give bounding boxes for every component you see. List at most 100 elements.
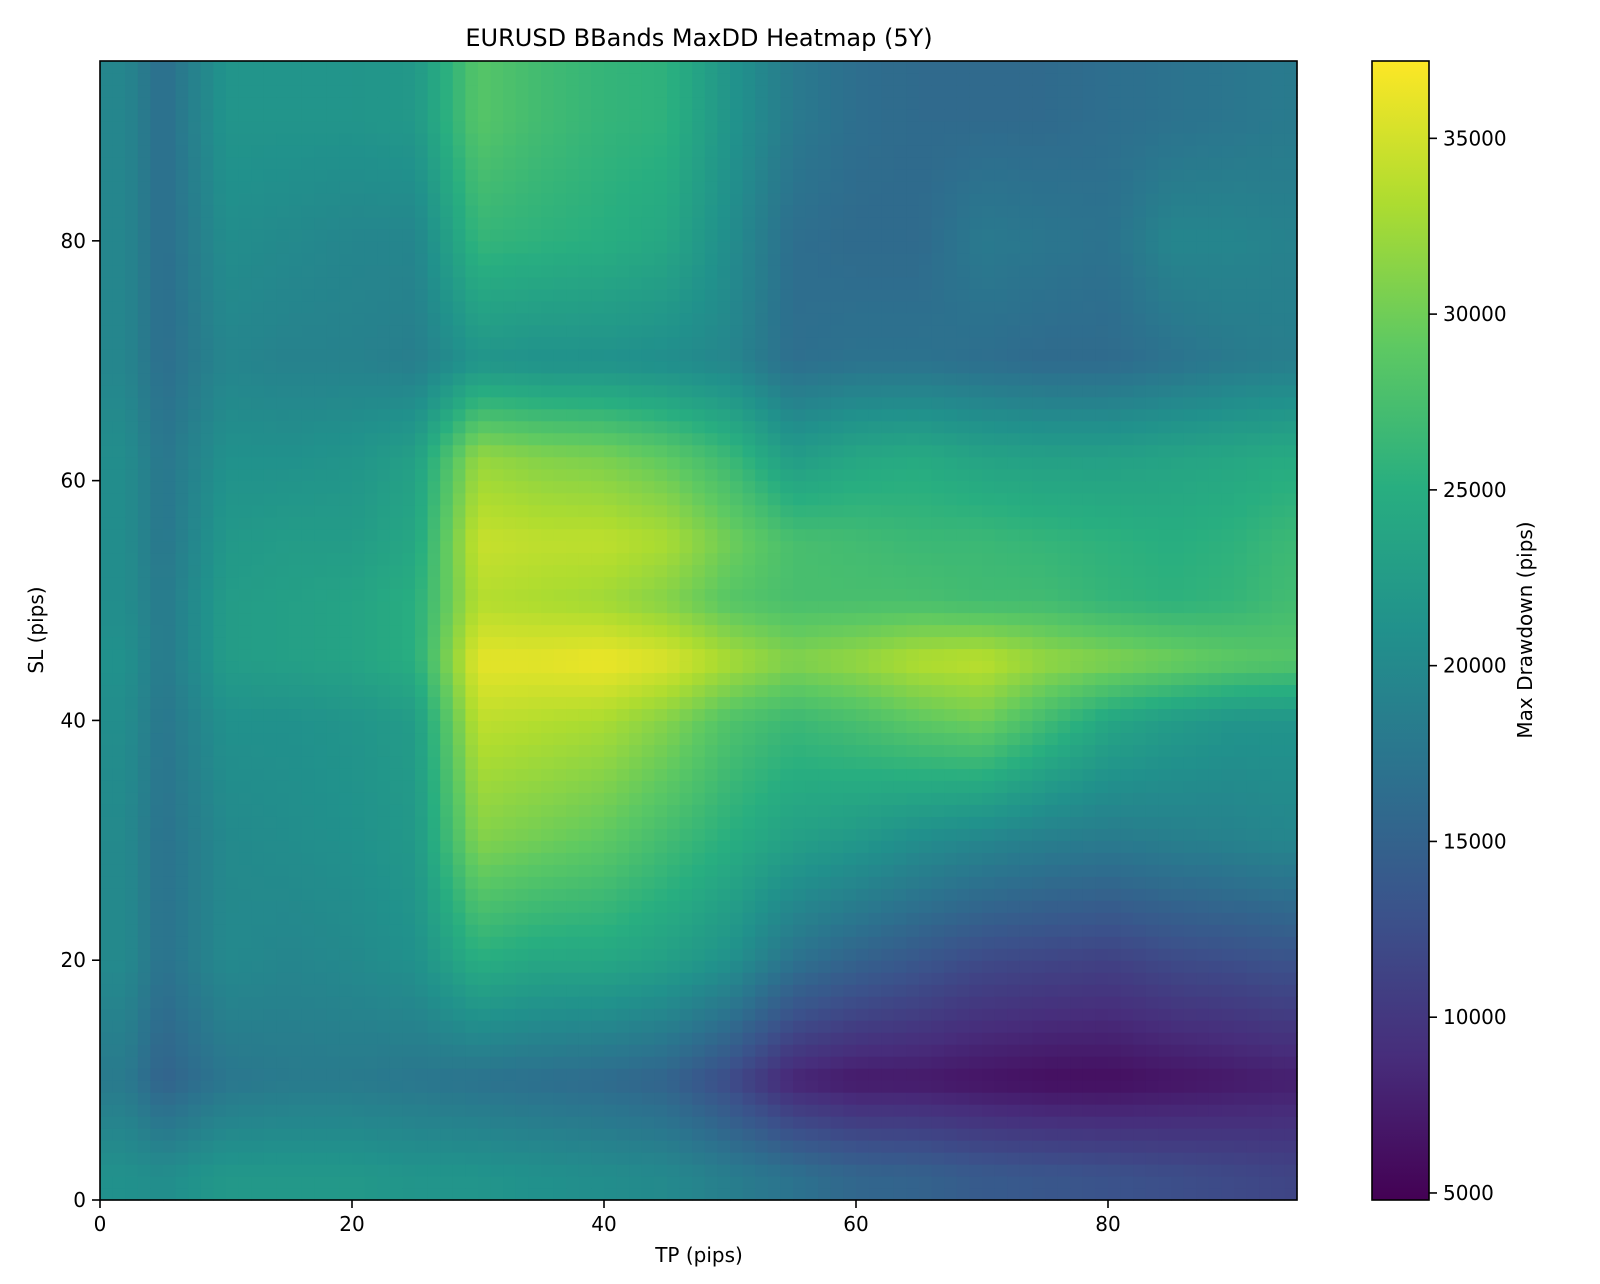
heatmap-cell: [377, 1056, 391, 1069]
heatmap-cell: [289, 1032, 303, 1045]
heatmap-cell: [679, 612, 693, 626]
heatmap-cell: [553, 828, 567, 841]
heatmap-cell: [742, 660, 756, 674]
heatmap-cell: [742, 840, 756, 853]
heatmap-cell: [528, 996, 542, 1009]
heatmap-cell: [326, 336, 340, 350]
heatmap-cell: [402, 276, 416, 290]
heatmap-cell: [440, 912, 454, 925]
heatmap-cell: [364, 240, 378, 254]
heatmap-cell: [717, 792, 731, 805]
heatmap-cell: [578, 132, 592, 146]
heatmap-cell: [578, 432, 592, 446]
heatmap-cell: [251, 1104, 265, 1117]
heatmap-cell: [742, 732, 756, 745]
heatmap-cell: [730, 588, 744, 602]
heatmap-cell: [515, 624, 529, 638]
heatmap-cell: [541, 1068, 555, 1081]
heatmap-cell: [175, 1164, 189, 1177]
heatmap-cell: [440, 588, 454, 602]
heatmap-cell: [654, 1176, 668, 1189]
heatmap-cell: [175, 540, 189, 554]
heatmap-cell: [692, 72, 706, 86]
heatmap-cell: [465, 1044, 479, 1057]
heatmap-cell: [163, 192, 177, 206]
heatmap-cell: [263, 324, 277, 338]
heatmap-cell: [112, 204, 126, 218]
heatmap-cell: [478, 1164, 492, 1177]
heatmap-cell: [326, 972, 340, 985]
heatmap-cell: [679, 684, 693, 698]
heatmap-cell: [730, 912, 744, 925]
heatmap-cell: [163, 972, 177, 985]
heatmap-cell: [604, 732, 618, 745]
heatmap-cell: [465, 420, 479, 434]
heatmap-cell: [755, 720, 769, 734]
heatmap-cell: [238, 732, 252, 745]
heatmap-cell: [251, 180, 265, 194]
heatmap-cell: [667, 204, 681, 218]
heatmap-cell: [553, 264, 567, 278]
heatmap-cell: [629, 540, 643, 554]
heatmap-cell: [263, 924, 277, 937]
heatmap-cell: [100, 1116, 114, 1129]
heatmap-cell: [440, 480, 454, 494]
heatmap-cell: [742, 264, 756, 278]
heatmap-cell: [717, 108, 731, 122]
heatmap-cell: [654, 1020, 668, 1033]
heatmap-cell: [566, 960, 580, 973]
heatmap-cell: [528, 840, 542, 853]
heatmap-cell: [742, 468, 756, 482]
heatmap-cell: [692, 1116, 706, 1129]
heatmap-cell: [415, 612, 429, 626]
heatmap-cell: [591, 432, 605, 446]
heatmap-cell: [326, 984, 340, 997]
heatmap-cell: [704, 204, 718, 218]
heatmap-cell: [263, 396, 277, 410]
heatmap-cell: [604, 840, 618, 853]
heatmap-cell: [301, 84, 315, 98]
heatmap-cell: [641, 1020, 655, 1033]
heatmap-cell: [629, 744, 643, 757]
heatmap-cell: [591, 588, 605, 602]
heatmap-cell: [188, 1008, 202, 1021]
heatmap-cell: [415, 300, 429, 314]
heatmap-cell: [112, 324, 126, 338]
heatmap-cell: [150, 144, 164, 158]
heatmap-cell: [717, 624, 731, 638]
heatmap-cell: [578, 528, 592, 542]
heatmap-cell: [452, 1188, 466, 1201]
heatmap-cell: [692, 648, 706, 662]
heatmap-cell: [238, 840, 252, 853]
heatmap-cell: [415, 864, 429, 877]
heatmap-cell: [301, 180, 315, 194]
heatmap-cell: [578, 816, 592, 829]
heatmap-cell: [667, 324, 681, 338]
heatmap-cell: [100, 1032, 114, 1045]
heatmap-cell: [679, 1044, 693, 1057]
heatmap-cell: [591, 204, 605, 218]
heatmap-cell: [389, 708, 403, 722]
heatmap-cell: [238, 1008, 252, 1021]
heatmap-cell: [389, 336, 403, 350]
heatmap-cell: [591, 684, 605, 698]
heatmap-cell: [352, 816, 366, 829]
heatmap-cell: [415, 204, 429, 218]
heatmap-cell: [125, 852, 139, 865]
heatmap-cell: [654, 540, 668, 554]
heatmap-cell: [402, 84, 416, 98]
heatmap-cell: [667, 420, 681, 434]
heatmap-cell: [251, 1080, 265, 1093]
heatmap-cell: [238, 372, 252, 386]
heatmap-cell: [200, 624, 214, 638]
heatmap-cell: [301, 192, 315, 206]
heatmap-cell: [440, 240, 454, 254]
heatmap-cell: [200, 768, 214, 781]
heatmap-cell: [276, 912, 290, 925]
heatmap-cell: [503, 840, 517, 853]
heatmap-cell: [238, 864, 252, 877]
heatmap-cell: [427, 1068, 441, 1081]
heatmap-cell: [213, 180, 227, 194]
heatmap-cell: [263, 180, 277, 194]
heatmap-cell: [578, 396, 592, 410]
